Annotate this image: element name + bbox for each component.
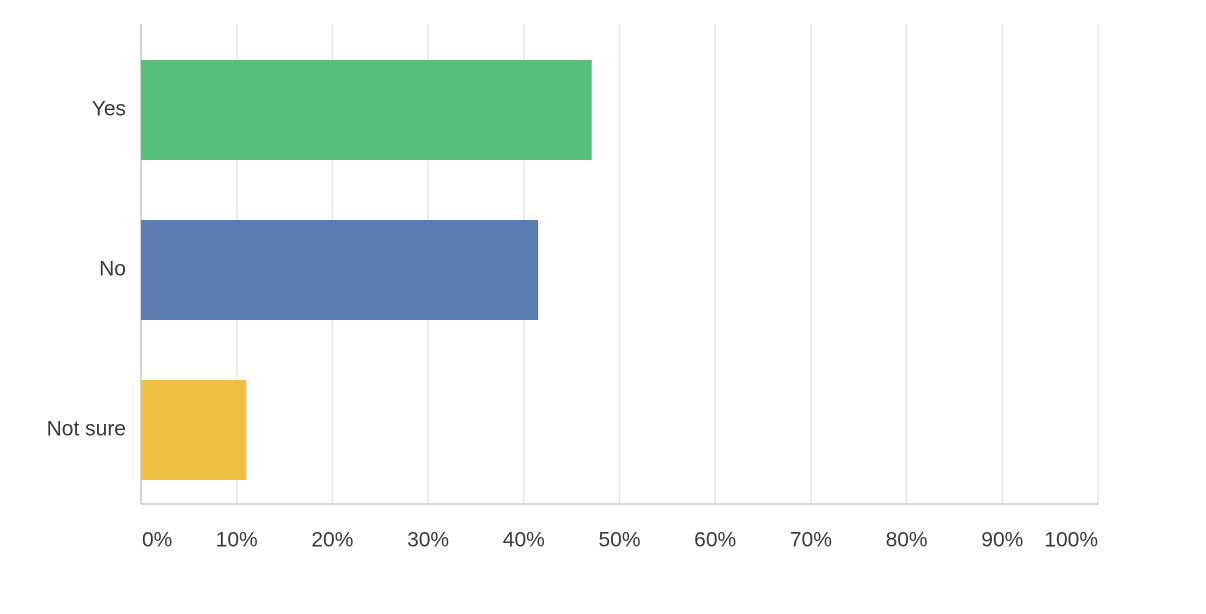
x-tick-label: 30% <box>407 529 449 552</box>
x-tick-label: 100% <box>1044 529 1098 552</box>
x-tick-label: 50% <box>598 529 640 552</box>
x-tick-label: 60% <box>694 529 736 552</box>
y-tick-label: No <box>99 258 126 281</box>
x-tick-label: 40% <box>503 529 545 552</box>
x-tick-label: 80% <box>886 529 928 552</box>
x-tick-label: 90% <box>981 529 1023 552</box>
y-tick-label: Yes <box>92 98 126 121</box>
x-tick-label: 20% <box>311 529 353 552</box>
x-tick-label: 70% <box>790 529 832 552</box>
bar <box>141 60 592 160</box>
y-tick-label: Not sure <box>47 418 126 441</box>
bar <box>141 220 539 320</box>
x-tick-label: 10% <box>216 529 258 552</box>
x-tick-label: 0% <box>142 529 172 552</box>
bar <box>141 380 247 480</box>
